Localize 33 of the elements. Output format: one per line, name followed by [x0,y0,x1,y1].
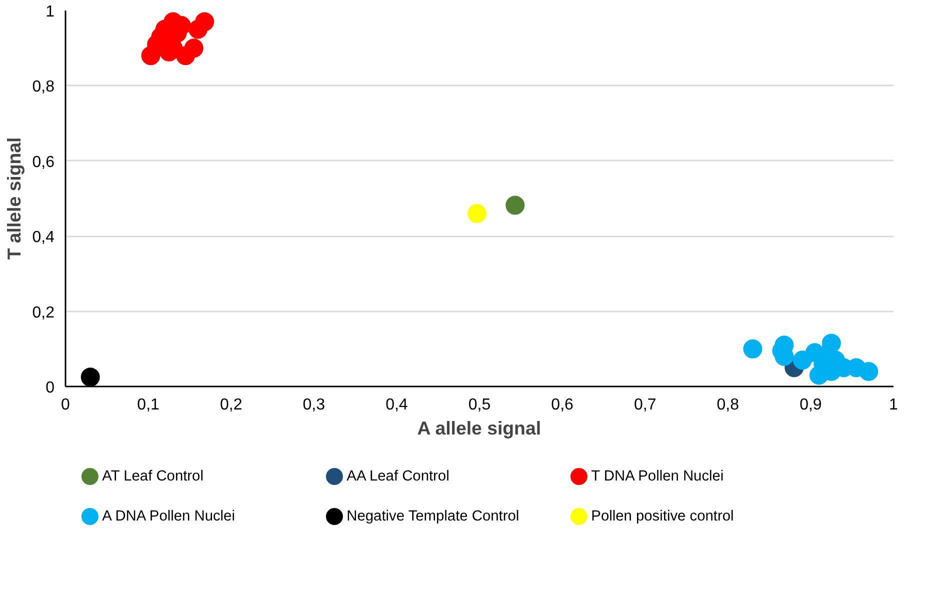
y-tick-label: 1 [46,4,55,20]
x-tick-label: 0,4 [386,396,408,414]
y-axis-title: T allele signal [3,137,24,260]
x-tick-label: 0,6 [551,396,574,414]
point [80,368,100,386]
y-tick-label: 0,4 [32,229,55,246]
y-tick-label: 0,2 [32,304,55,322]
point [506,196,525,215]
x-tick-label: 0,3 [302,396,326,414]
y-tick-label: 0,8 [32,78,55,96]
y-tick-label: 0 [46,380,55,396]
x-tick-label: 0,8 [716,396,740,414]
legend-label: T DNA Pollen Nuclei [591,468,724,484]
legend-label: Negative Template Control [346,508,520,524]
point [859,362,878,381]
point [195,12,214,32]
x-tick-label: 0,9 [800,396,822,414]
legend-label: A DNA Pollen Nuclei [102,508,235,524]
legend-label: AA Leaf Control [346,468,450,484]
x-tick-label: 0,7 [634,396,656,414]
x-axis-title: A allele signal [417,418,542,438]
point [468,204,487,224]
x-tick-label: 0,5 [468,396,491,414]
point [743,339,762,358]
x-tick-label: 0 [61,396,70,414]
x-tick-label: 0,2 [220,396,242,414]
x-tick-label: 1 [889,396,898,414]
point [184,38,204,58]
y-tick-label: 0,6 [32,154,55,171]
legend-label: AT Leaf Control [102,468,204,484]
point [822,334,841,353]
legend-label: Pollen positive control [591,508,734,524]
x-tick-label: 0,1 [137,396,160,414]
